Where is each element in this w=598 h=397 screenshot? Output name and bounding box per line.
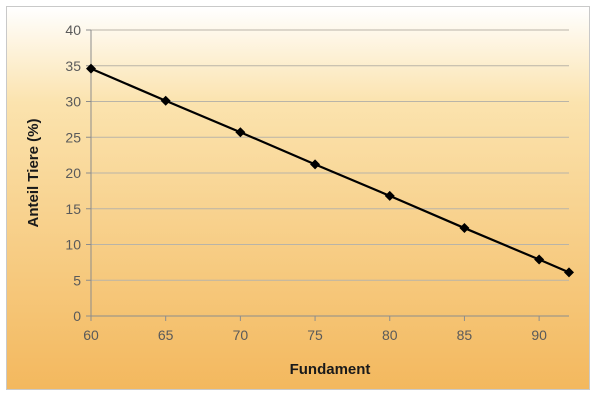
x-tick-label-65: 65	[158, 327, 174, 343]
chart-background	[7, 7, 589, 389]
x-tick-label-60: 60	[83, 327, 99, 343]
x-tick-label-85: 85	[457, 327, 473, 343]
x-tick-label-75: 75	[307, 327, 323, 343]
data-point-0-4	[384, 190, 395, 201]
x-axis-title: Fundament	[290, 361, 371, 378]
y-tick-label-15: 15	[65, 201, 81, 217]
chart-frame: 0 5 10 15 20 25 30 35 40 60 65 70 75 80 85 90 Fundament…	[6, 6, 590, 390]
y-tick-label-35: 35	[65, 58, 81, 74]
y-tick-label-25: 25	[65, 129, 81, 145]
y-axis-title: Anteil Tiere (%)	[25, 119, 42, 228]
series-line-0	[90, 67, 570, 274]
data-point-0-3	[310, 159, 321, 170]
data-point-0-0	[86, 63, 96, 74]
y-tick-label-30: 30	[65, 94, 81, 110]
x-tick-label-70: 70	[233, 327, 249, 343]
y-tick-label-5: 5	[73, 272, 81, 288]
line-chart: 0 5 10 15 20 25 30 35 40 60 65 70 75 80 85 90 Fundament…	[7, 7, 589, 389]
data-point-0-5	[459, 223, 470, 234]
x-tick-label-80: 80	[382, 327, 398, 343]
y-tick-label-40: 40	[65, 22, 81, 38]
y-tick-label-20: 20	[65, 165, 81, 181]
y-tick-label-10: 10	[65, 237, 81, 253]
data-point-0-1	[160, 95, 171, 106]
data-point-0-6	[534, 254, 545, 265]
x-tick-label-90: 90	[531, 327, 547, 343]
data-point-0-7	[564, 267, 574, 278]
y-tick-label-0: 0	[73, 308, 81, 324]
